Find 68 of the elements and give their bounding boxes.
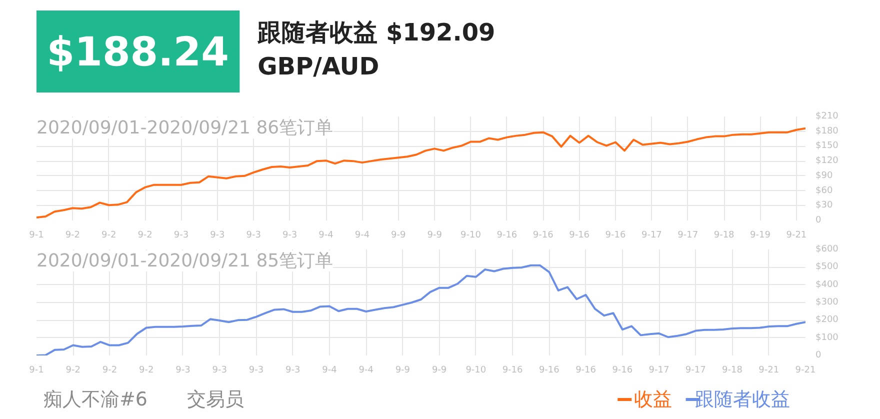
x-tick-label: 9-10 bbox=[466, 366, 486, 376]
x-tick-label: 9-21 bbox=[786, 230, 807, 240]
text: GBP/AUD bbox=[258, 52, 380, 80]
x-tick-label: 9-18 bbox=[714, 230, 735, 240]
x-tick-label: 9-21 bbox=[795, 366, 816, 376]
y-tick-label: $210 bbox=[816, 112, 839, 122]
y-tick-label: $400 bbox=[816, 280, 839, 290]
x-tick-label: 9-16 bbox=[496, 230, 518, 240]
x-tick-label: 9-4 bbox=[318, 230, 334, 240]
x-tick-label: 9-16 bbox=[605, 230, 626, 240]
y-tick-label: 0 bbox=[816, 216, 822, 226]
y-tick-label: $200 bbox=[816, 315, 839, 326]
x-tick-label: 9-2 bbox=[139, 366, 154, 376]
x-tick-label: 9-10 bbox=[460, 230, 482, 240]
x-tick-label: 9-16 bbox=[569, 230, 590, 240]
chart-title: 2020/09/01-2020/09/21 86笔订单 bbox=[36, 118, 334, 138]
x-tick-label: 9-17 bbox=[678, 230, 698, 240]
x-tick-label: 9-3 bbox=[174, 230, 189, 240]
y-tick-label: 0 bbox=[816, 350, 822, 360]
y-tick-label: $500 bbox=[816, 262, 839, 272]
y-tick-label: $30 bbox=[816, 200, 833, 211]
x-tick-label: 9-21 bbox=[758, 366, 780, 376]
chart-title: 2020/09/01-2020/09/21 85笔订单 bbox=[36, 250, 334, 272]
x-tick-label: 9-1 bbox=[29, 230, 44, 240]
y-tick-label: $600 bbox=[816, 244, 839, 254]
x-tick-label: 9-17 bbox=[648, 366, 670, 376]
y-tick-label: $300 bbox=[816, 298, 839, 308]
x-tick-label: 9-9 bbox=[432, 366, 447, 376]
x-tick-label: 9-16 bbox=[538, 366, 560, 376]
x-tick-label: 9-9 bbox=[395, 366, 410, 376]
x-tick-label: 9-2 bbox=[65, 230, 80, 240]
text: $188.24 bbox=[46, 30, 229, 76]
y-tick-label: $150 bbox=[816, 141, 839, 152]
y-tick-label: $60 bbox=[816, 186, 833, 196]
y-tick-label: $180 bbox=[816, 126, 839, 136]
y-tick-label: $90 bbox=[816, 170, 833, 181]
x-tick-label: 9-2 bbox=[66, 366, 80, 376]
x-tick-label: 9-3 bbox=[248, 366, 264, 376]
legend-label: 收益 bbox=[634, 388, 672, 410]
x-tick-label: 9-17 bbox=[685, 366, 706, 376]
y-tick-label: $120 bbox=[816, 156, 839, 166]
x-tick-label: 9-3 bbox=[282, 230, 298, 240]
x-tick-label: 9-16 bbox=[532, 230, 554, 240]
x-tick-label: 9-16 bbox=[612, 366, 633, 376]
x-tick-label: 9-9 bbox=[427, 230, 442, 240]
x-tick-label: 9-3 bbox=[210, 230, 225, 240]
legend-label: 跟随者收益 bbox=[694, 388, 790, 410]
x-tick-label: 9-3 bbox=[246, 230, 261, 240]
x-tick-label: 9-2 bbox=[138, 230, 152, 240]
x-tick-label: 9-18 bbox=[722, 366, 743, 376]
x-tick-label: 9-19 bbox=[750, 230, 771, 240]
x-tick-label: 9-4 bbox=[322, 366, 338, 376]
text: 跟随者收益 $192.09 bbox=[256, 18, 496, 46]
x-tick-label: 9-17 bbox=[641, 230, 662, 240]
x-tick-label: 9-2 bbox=[102, 230, 116, 240]
x-tick-label: 9-3 bbox=[212, 366, 227, 376]
x-tick-label: 9-16 bbox=[576, 366, 596, 376]
x-tick-label: 9-1 bbox=[29, 366, 44, 376]
x-tick-label: 9-4 bbox=[358, 366, 374, 376]
y-tick-label: $100 bbox=[816, 332, 839, 343]
x-tick-label: 9-3 bbox=[176, 366, 190, 376]
x-tick-label: 9-9 bbox=[391, 230, 406, 240]
text: 交易员 bbox=[186, 388, 244, 410]
text: 痴人不渝#6 bbox=[43, 388, 148, 410]
x-tick-label: 9-16 bbox=[502, 366, 524, 376]
x-tick-label: 9-4 bbox=[354, 230, 370, 240]
x-tick-label: 9-2 bbox=[102, 366, 118, 376]
x-tick-label: 9-3 bbox=[285, 366, 300, 376]
